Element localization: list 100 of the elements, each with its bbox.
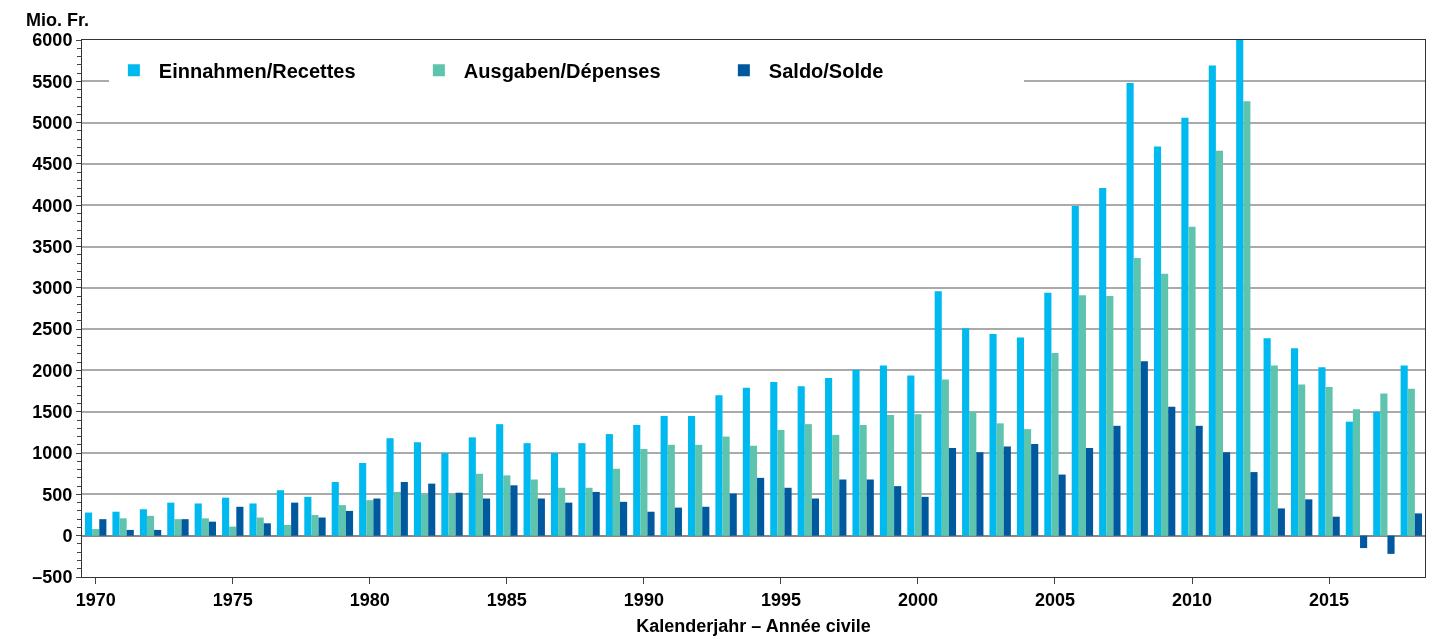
y-tick-label: 1000 — [32, 443, 73, 464]
x-tick-label: 1995 — [760, 589, 801, 610]
bar — [620, 501, 628, 536]
bar — [496, 424, 504, 536]
bar — [558, 487, 566, 536]
bar — [832, 434, 840, 536]
bar — [318, 517, 326, 536]
bar — [1024, 429, 1032, 536]
x-tick-label: 1970 — [75, 589, 116, 610]
bar — [770, 382, 778, 536]
x-tick-label: 2010 — [1172, 589, 1213, 610]
bar — [112, 511, 120, 536]
bar — [284, 524, 292, 536]
bar — [879, 365, 887, 536]
bar — [304, 496, 312, 536]
bar — [1195, 425, 1203, 536]
legend-label: Saldo/Solde — [768, 60, 884, 83]
bar — [1223, 452, 1231, 536]
bar — [674, 507, 682, 536]
bar — [948, 448, 957, 536]
bar — [1407, 388, 1415, 536]
bar — [578, 443, 586, 536]
bar — [1290, 348, 1299, 536]
bar — [1140, 361, 1148, 536]
bar — [1188, 226, 1196, 536]
bar — [92, 529, 100, 536]
bar — [784, 487, 792, 536]
bar — [1243, 101, 1251, 536]
bar — [1208, 65, 1216, 536]
bar — [263, 523, 271, 536]
bar — [640, 448, 648, 536]
y-tick-label: 1500 — [32, 402, 73, 423]
bar — [1380, 393, 1388, 536]
bar — [331, 481, 339, 536]
legend-label: Ausgaben/Dépenses — [463, 60, 661, 83]
y-tick-label: 6000 — [32, 30, 73, 51]
x-tick-label: 1980 — [349, 589, 390, 610]
bar — [468, 437, 476, 536]
bar — [276, 490, 284, 536]
bar — [1071, 206, 1079, 536]
bar — [167, 502, 175, 536]
bar — [338, 505, 346, 536]
bar — [941, 379, 949, 536]
x-tick-label: 2015 — [1309, 589, 1350, 610]
bar — [914, 414, 922, 536]
bar — [1250, 472, 1258, 536]
bar — [1126, 82, 1134, 536]
bar — [886, 415, 895, 536]
bar — [702, 506, 710, 536]
bar — [181, 519, 189, 536]
y-tick-label: 500 — [42, 484, 73, 505]
bar — [866, 479, 874, 536]
bar — [503, 475, 511, 536]
y-tick-label: 5000 — [32, 112, 73, 133]
bar — [996, 423, 1004, 536]
bar — [249, 503, 257, 536]
bar — [1414, 513, 1422, 536]
bar — [907, 375, 915, 536]
bar — [859, 424, 867, 536]
bar — [366, 500, 374, 536]
bar — [1106, 296, 1114, 536]
bar — [1305, 499, 1313, 536]
bar — [201, 518, 209, 536]
bar — [345, 510, 354, 536]
bar — [229, 526, 237, 536]
bar — [1400, 365, 1408, 536]
bar — [482, 498, 491, 536]
bar — [777, 429, 785, 536]
bar — [1181, 117, 1189, 536]
bar — [1345, 421, 1353, 536]
bar — [99, 519, 107, 536]
bar — [585, 487, 593, 536]
y-tick-label: 3500 — [32, 236, 73, 257]
bar — [1373, 411, 1381, 536]
bar — [962, 328, 970, 536]
bar — [523, 443, 531, 536]
x-tick-label: 1990 — [623, 589, 664, 610]
bar — [174, 519, 182, 536]
bar — [448, 494, 456, 536]
bar — [1263, 338, 1271, 536]
x-axis-title: Kalenderjahr – Année civile — [636, 615, 871, 636]
x-tick-label: 1985 — [486, 589, 527, 610]
bar — [811, 498, 820, 536]
bar — [804, 424, 812, 536]
bar — [612, 468, 621, 536]
bar — [1298, 384, 1306, 536]
bar — [1215, 150, 1223, 536]
bar — [441, 453, 449, 536]
bar — [236, 506, 244, 536]
bar — [695, 444, 703, 536]
bar — [428, 483, 436, 536]
bar — [154, 529, 162, 536]
x-tick-label: 1975 — [212, 589, 253, 610]
bar — [1270, 365, 1278, 536]
bar — [530, 479, 538, 536]
bar — [592, 491, 600, 536]
bar — [1318, 367, 1326, 536]
bar — [1168, 406, 1176, 536]
bar — [921, 496, 929, 536]
bar — [311, 515, 319, 536]
